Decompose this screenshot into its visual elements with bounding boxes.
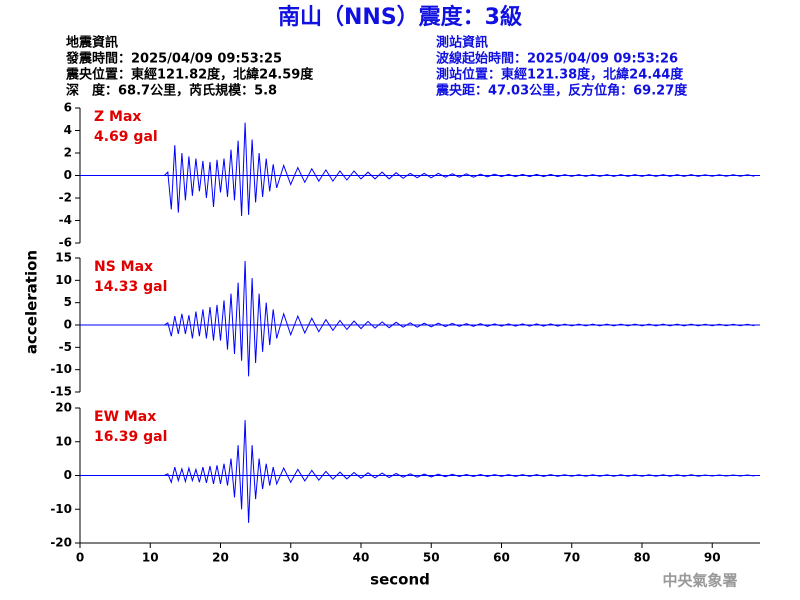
y-tick-label: 20 — [55, 401, 72, 415]
y-tick-label: -10 — [50, 362, 72, 376]
title: 南山（NNS）震度：3級 — [278, 4, 522, 30]
x-tick-label: 10 — [142, 551, 159, 565]
x-tick-label: 90 — [704, 551, 721, 565]
x-tick-label: 80 — [634, 551, 651, 565]
waveform — [80, 260, 755, 377]
y-tick-label: -6 — [59, 236, 72, 250]
info-right: 測站資訊 — [436, 35, 488, 51]
info-right: 測站位置：東經121.38度，北緯24.44度 — [436, 67, 684, 83]
x-tick-label: 0 — [76, 551, 84, 565]
y-tick-label: 4 — [64, 123, 72, 137]
waveform — [80, 122, 755, 217]
x-axis-label: second — [370, 571, 430, 589]
y-tick-label: 0 — [64, 168, 72, 182]
info-left: 發震時間：2025/04/09 09:53:25 — [65, 51, 282, 67]
series-name: EW Max — [94, 409, 156, 425]
x-tick-label: 20 — [212, 551, 229, 565]
x-tick-label: 50 — [423, 551, 440, 565]
max-label: 16.39 gal — [94, 429, 167, 445]
info-left: 地震資訊 — [66, 35, 118, 51]
info-right: 波線起始時間：2025/04/09 09:53:26 — [436, 51, 678, 67]
y-axis-label: acceleration — [23, 250, 41, 354]
y-tick-label: -5 — [59, 340, 72, 354]
x-tick-label: 40 — [353, 551, 370, 565]
waveform — [80, 420, 755, 523]
footer: 中央氣象署 — [662, 572, 737, 590]
y-tick-label: -15 — [50, 385, 72, 399]
y-tick-label: -2 — [59, 191, 72, 205]
info-right: 震央距：47.03公里，反方位角：69.27度 — [435, 83, 688, 99]
series-name: NS Max — [94, 259, 153, 275]
y-tick-label: 0 — [64, 468, 72, 482]
y-tick-label: -4 — [59, 213, 72, 227]
y-tick-label: 15 — [55, 251, 72, 265]
x-tick-label: 70 — [563, 551, 580, 565]
y-tick-label: 5 — [64, 295, 72, 309]
info-left: 深 度：68.7公里，芮氏規模：5.8 — [66, 83, 277, 99]
y-tick-label: 0 — [64, 318, 72, 332]
y-tick-label: -20 — [50, 536, 72, 550]
series-name: Z Max — [94, 109, 141, 125]
y-tick-label: 2 — [64, 146, 72, 160]
info-left: 震央位置：東經121.82度，北緯24.59度 — [65, 67, 314, 83]
max-label: 14.33 gal — [94, 279, 167, 295]
x-tick-label: 60 — [493, 551, 510, 565]
y-tick-label: 10 — [55, 434, 72, 448]
y-tick-label: -10 — [50, 502, 72, 516]
y-tick-label: 6 — [64, 101, 72, 115]
y-tick-label: 10 — [55, 273, 72, 287]
max-label: 4.69 gal — [94, 129, 158, 145]
x-tick-label: 30 — [282, 551, 299, 565]
